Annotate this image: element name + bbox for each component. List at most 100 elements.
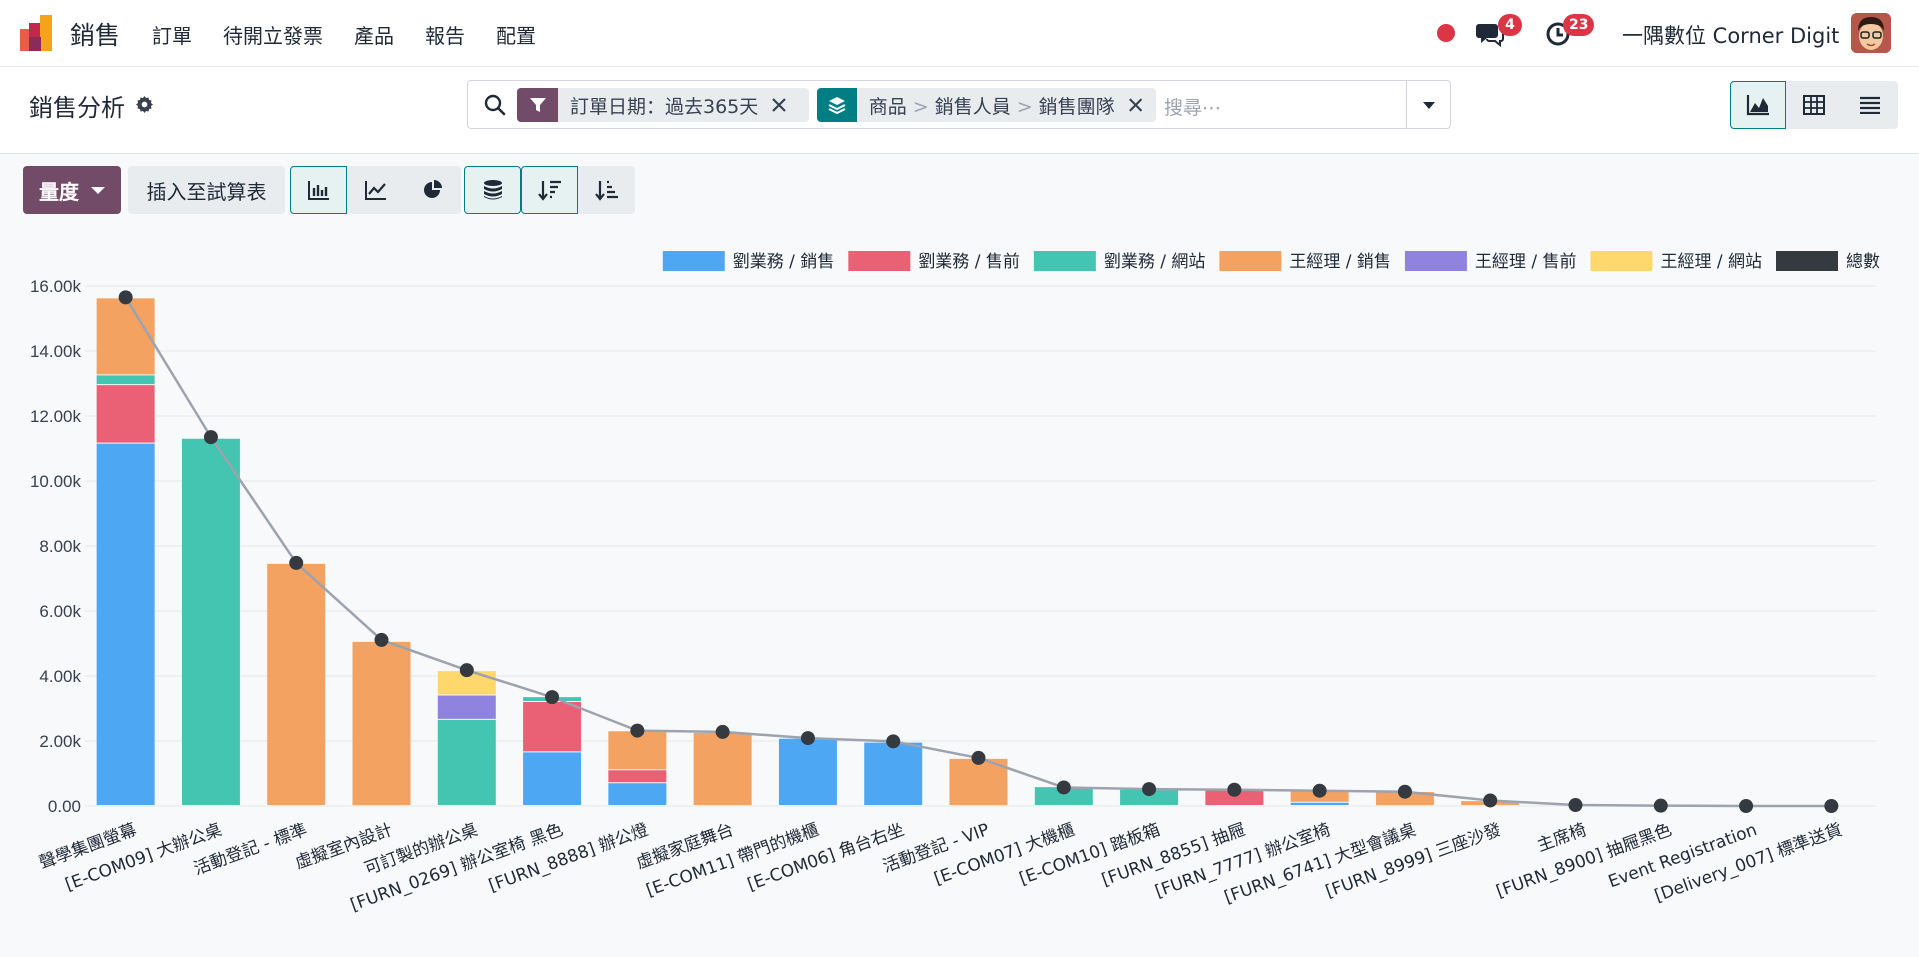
filter-icon [517,88,558,122]
legend-label: 劉業務 / 銷售 [733,252,835,272]
menu-configuration[interactable]: 配置 [496,24,536,48]
sort-ascending-button[interactable] [578,166,635,214]
search-bar[interactable]: 訂單日期：過去365天 商品 > 銷售人員 > 銷售團隊 搜尋⋯ [467,80,1451,129]
measures-label: 量度 [39,179,79,204]
groupby-separator: > [1016,95,1033,118]
y-tick-label: 6.00k [39,602,81,621]
view-switcher [1730,81,1898,129]
legend-swatch [662,251,725,271]
total-point [1397,784,1412,799]
remove-groupby-close-icon[interactable] [1125,94,1146,116]
total-point [971,750,986,765]
database-stack-icon [483,180,502,200]
bar-segment [437,695,496,719]
search-options-toggle[interactable] [1406,81,1450,128]
total-point [374,632,389,647]
bar-segment [1205,789,1264,805]
bar-segment [96,385,155,443]
list-view-button[interactable] [1842,81,1898,129]
activities-count-badge: 23 [1563,14,1595,36]
sales-app-logo-icon[interactable] [20,15,56,51]
total-point [715,724,730,739]
x-tick-label: [E-COM07] 大機櫃 [931,820,1077,889]
bar-segment [1290,802,1349,805]
bar-segment [523,702,582,752]
chart-grid [85,285,1876,807]
bar-segment [1034,787,1093,805]
user-avatar[interactable] [1851,13,1891,53]
filter-facet-label: 訂單日期：過去365天 [570,95,759,118]
total-point [1824,799,1839,813]
legend-label: 總數 [1846,252,1880,272]
caret-down-icon [91,186,105,194]
remove-filter-close-icon[interactable] [768,94,790,116]
sort-ascending-icon [594,180,618,201]
menu-products[interactable]: 產品 [354,24,394,48]
groupby-facet-label: 商品 > 銷售人員 > 銷售團隊 [857,92,1125,119]
bar-segment [352,641,411,805]
total-point [886,734,901,749]
total-point [1483,793,1498,808]
search-input[interactable]: 搜尋⋯ [1164,97,1222,119]
bar-chart-icon [307,181,329,200]
menu-reporting[interactable]: 報告 [425,24,465,48]
sort-descending-button[interactable] [521,166,578,214]
control-panel: 銷售分析 訂單日期：過去365天 商 [0,66,1919,154]
legend-swatch [1033,251,1096,271]
recording-indicator-icon[interactable] [1437,24,1455,42]
total-point [289,555,304,570]
x-tick-label: [E-COM10] 踏板箱 [1017,820,1163,889]
company-switcher[interactable]: 一隅數位 Corner Digit [1622,24,1840,48]
bar-segment [96,443,155,805]
groupby-facet[interactable]: 商品 > 銷售人員 > 銷售團隊 [817,88,1156,122]
bar-segment [523,752,582,805]
groupby-separator: > [912,95,929,118]
total-point [459,663,474,678]
table-grid-icon [1803,95,1825,115]
top-navbar: 銷售 訂單 待開立發票 產品 報告 配置 4 23 一隅數位 Corner Di… [0,0,1919,66]
line-chart-icon [364,181,386,200]
menu-to-invoice[interactable]: 待開立發票 [223,24,323,48]
bar-segment [96,298,155,375]
app-name[interactable]: 銷售 [70,21,121,50]
search-icon[interactable] [483,93,507,117]
legend-swatch [1776,251,1839,271]
total-point [1312,783,1327,798]
menu-orders[interactable]: 訂單 [152,24,192,48]
y-axis: 0.00 2.00k 4.00k 6.00k 8.00k 10.00k 12.00k 14.0… [30,277,82,816]
groupby-sales-team: 銷售團隊 [1038,95,1115,118]
bar-segment [693,732,752,805]
legend-swatch [848,251,911,271]
bar-chart-button[interactable] [290,166,347,214]
stacked-group [464,166,521,214]
insert-in-spreadsheet-button[interactable]: 插入至試算表 [128,166,285,214]
legend-swatch [1219,251,1282,271]
bar-segment [437,719,496,805]
bar-segment [778,738,837,805]
bar-segment [608,783,667,805]
graph-view-button[interactable] [1730,81,1786,129]
total-point [1142,782,1157,797]
bar-segment [437,671,496,695]
measures-dropdown-button[interactable]: 量度 [23,166,121,214]
bar-segment [864,742,923,805]
gear-icon[interactable] [135,95,154,114]
chart-bars [96,298,1520,805]
filter-facet[interactable]: 訂單日期：過去365天 [517,88,809,122]
stacked-button[interactable] [464,166,521,214]
y-tick-label: 2.00k [39,732,81,751]
total-point [118,290,133,305]
y-tick-label: 14.00k [30,342,82,361]
sales-analysis-chart: 0.00 2.00k 4.00k 6.00k 8.00k 10.00k 12.00k 14.0… [30,251,1880,916]
messages-count-badge: 4 [1498,14,1522,36]
total-point [1653,798,1668,813]
pie-chart-button[interactable] [404,166,461,214]
area-chart-icon [1746,95,1769,116]
legend-swatch [1404,251,1467,271]
pivot-view-button[interactable] [1786,81,1842,129]
main-menu: 訂單 待開立發票 產品 報告 配置 [152,20,567,49]
y-tick-label: 4.00k [39,667,81,686]
line-chart-button[interactable] [347,166,404,214]
total-point [1056,780,1071,795]
